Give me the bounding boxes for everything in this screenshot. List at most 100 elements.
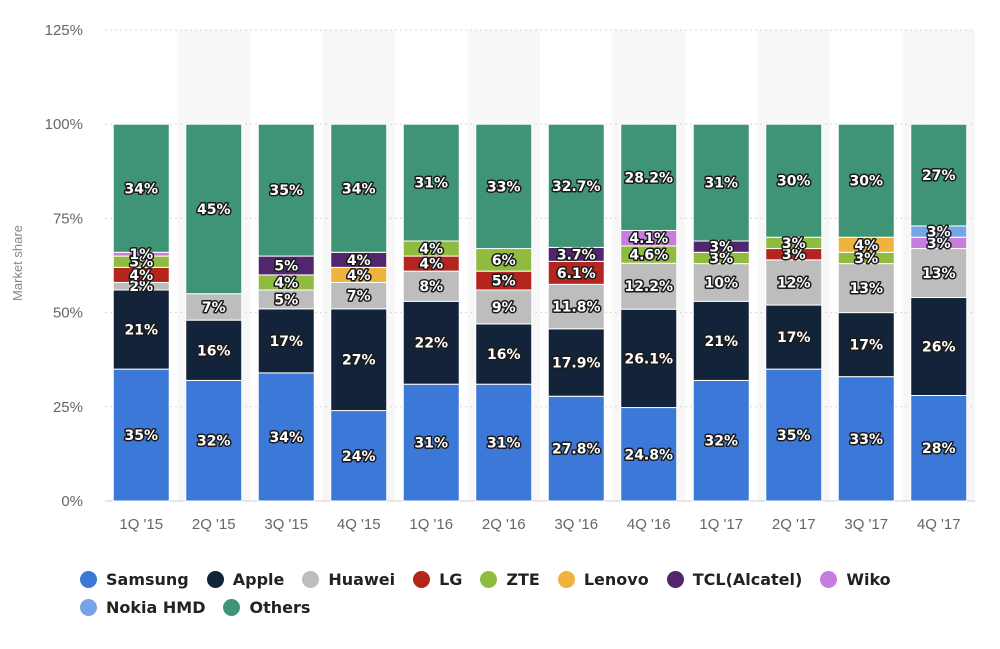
- bar-segment-apple[interactable]: [910, 297, 968, 396]
- legend-label: LG: [439, 569, 463, 589]
- bar-segment-huawei[interactable]: [547, 283, 605, 330]
- bar-segment-others[interactable]: [910, 123, 968, 227]
- legend-item-nokia-hmd[interactable]: Nokia HMD: [80, 596, 205, 618]
- data-label: 7%: [347, 289, 371, 305]
- bar-segment-apple[interactable]: [837, 312, 895, 378]
- x-tick-label: 2Q '17: [772, 516, 816, 533]
- data-label: 5%: [274, 292, 298, 308]
- gridline-layer: [105, 29, 975, 502]
- data-label: 13%: [922, 266, 956, 282]
- data-label-layer: 35%21%2%4%3%1%34%32%16%7%45%34%17%5%4%5%…: [123, 167, 957, 467]
- x-tick-label: 4Q '16: [627, 516, 671, 533]
- y-tick-label: 50%: [53, 305, 83, 322]
- bar-segment-samsung[interactable]: [185, 379, 243, 502]
- legend-item-apple[interactable]: Apple: [206, 568, 285, 590]
- bar-segment-apple[interactable]: [475, 323, 533, 385]
- data-label: 16%: [197, 343, 231, 359]
- data-label: 31%: [414, 176, 448, 192]
- legend-item-others[interactable]: Others: [223, 596, 310, 618]
- data-label: 13%: [849, 281, 883, 297]
- data-label: 6%: [492, 253, 516, 269]
- data-label: 31%: [414, 436, 448, 452]
- data-label: 32.7%: [552, 179, 601, 195]
- bar-segment-others[interactable]: [620, 123, 678, 231]
- legend-item-huawei[interactable]: Huawei: [302, 568, 395, 590]
- bar-segment-huawei[interactable]: [837, 263, 895, 314]
- y-axis-label: Market share: [10, 225, 25, 301]
- bar-segment-huawei[interactable]: [402, 270, 460, 302]
- legend-swatch: [302, 570, 320, 588]
- data-label: 35%: [777, 428, 811, 444]
- x-tick-label: 1Q '15: [119, 516, 163, 533]
- data-label: 4%: [419, 257, 443, 273]
- bar-segment-apple[interactable]: [330, 308, 388, 412]
- data-label: 4%: [854, 238, 878, 254]
- bar-segment-apple[interactable]: [185, 319, 243, 381]
- bar-segment-others[interactable]: [837, 123, 895, 238]
- data-label: 3%: [927, 236, 951, 252]
- data-label: 33%: [487, 179, 521, 195]
- data-label: 35%: [124, 428, 158, 444]
- legend-item-zte[interactable]: ZTE: [480, 568, 540, 590]
- bar-segment-others[interactable]: [185, 123, 243, 295]
- bar-segment-samsung[interactable]: [837, 376, 895, 502]
- bar-segment-samsung[interactable]: [475, 383, 533, 502]
- data-label: 1%: [129, 247, 153, 263]
- bar-segment-samsung[interactable]: [620, 407, 678, 502]
- bar-segment-apple[interactable]: [692, 300, 750, 381]
- bar-segment-others[interactable]: [692, 123, 750, 242]
- data-label: 30%: [849, 174, 883, 190]
- data-label: 27%: [342, 353, 376, 369]
- bar-segment-others[interactable]: [257, 123, 315, 257]
- bar-segment-apple[interactable]: [765, 304, 823, 370]
- bar-segment-apple[interactable]: [402, 300, 460, 385]
- legend-swatch: [80, 598, 97, 616]
- legend-swatch: [820, 570, 838, 588]
- data-label: 4%: [347, 268, 371, 284]
- bar-segment-samsung[interactable]: [547, 395, 605, 502]
- legend-item-wiko[interactable]: Wiko: [820, 568, 891, 590]
- x-tick-label: 1Q '16: [409, 516, 453, 533]
- bar-segment-apple[interactable]: [547, 328, 605, 397]
- data-label: 45%: [197, 202, 231, 218]
- data-label: 22%: [414, 336, 448, 352]
- legend-item-lenovo[interactable]: Lenovo: [557, 568, 649, 590]
- bar-segment-others[interactable]: [402, 123, 460, 242]
- legend-item-lg[interactable]: LG: [413, 568, 462, 590]
- legend-item-samsung[interactable]: Samsung: [80, 568, 189, 590]
- legend-label: Apple: [232, 569, 285, 589]
- bar-segment-samsung[interactable]: [330, 410, 388, 502]
- bar-segment-apple[interactable]: [112, 289, 170, 370]
- legend-item-tcl-alcatel-[interactable]: TCL(Alcatel): [666, 568, 802, 590]
- bar-segment-samsung[interactable]: [765, 368, 823, 502]
- bar-segment-huawei[interactable]: [330, 281, 388, 310]
- x-tick-label: 2Q '16: [482, 516, 526, 533]
- bar-segment-others[interactable]: [547, 123, 605, 248]
- legend-swatch: [557, 570, 575, 588]
- legend-swatch: [223, 598, 241, 616]
- bar-layer: [112, 123, 968, 502]
- bar-segment-others[interactable]: [330, 123, 388, 253]
- data-label: 32%: [197, 434, 231, 450]
- data-label: 4.6%: [629, 248, 668, 264]
- bar-segment-others[interactable]: [475, 123, 533, 250]
- data-label: 31%: [487, 436, 521, 452]
- bar-segment-samsung[interactable]: [910, 394, 968, 502]
- bar-segment-samsung[interactable]: [112, 368, 170, 502]
- data-label: 17%: [849, 338, 883, 354]
- data-label: 5%: [274, 259, 298, 275]
- bar-segment-others[interactable]: [112, 123, 170, 253]
- data-label: 21%: [704, 334, 738, 350]
- data-label: 24%: [342, 449, 376, 465]
- x-tick-label: 3Q '17: [844, 516, 888, 533]
- bar-segment-apple[interactable]: [257, 308, 315, 374]
- data-label: 5%: [492, 274, 516, 290]
- bar-segment-samsung[interactable]: [402, 383, 460, 502]
- data-label: 10%: [704, 275, 738, 291]
- bar-segment-others[interactable]: [765, 123, 823, 238]
- bar-segment-samsung[interactable]: [257, 372, 315, 502]
- data-label: 6.1%: [557, 266, 596, 282]
- data-label: 3%: [927, 225, 951, 241]
- stacked-bar-chart: 0% 25% 50% 75% 100% 125% Market share 35% 21% 2…: [10, 22, 975, 533]
